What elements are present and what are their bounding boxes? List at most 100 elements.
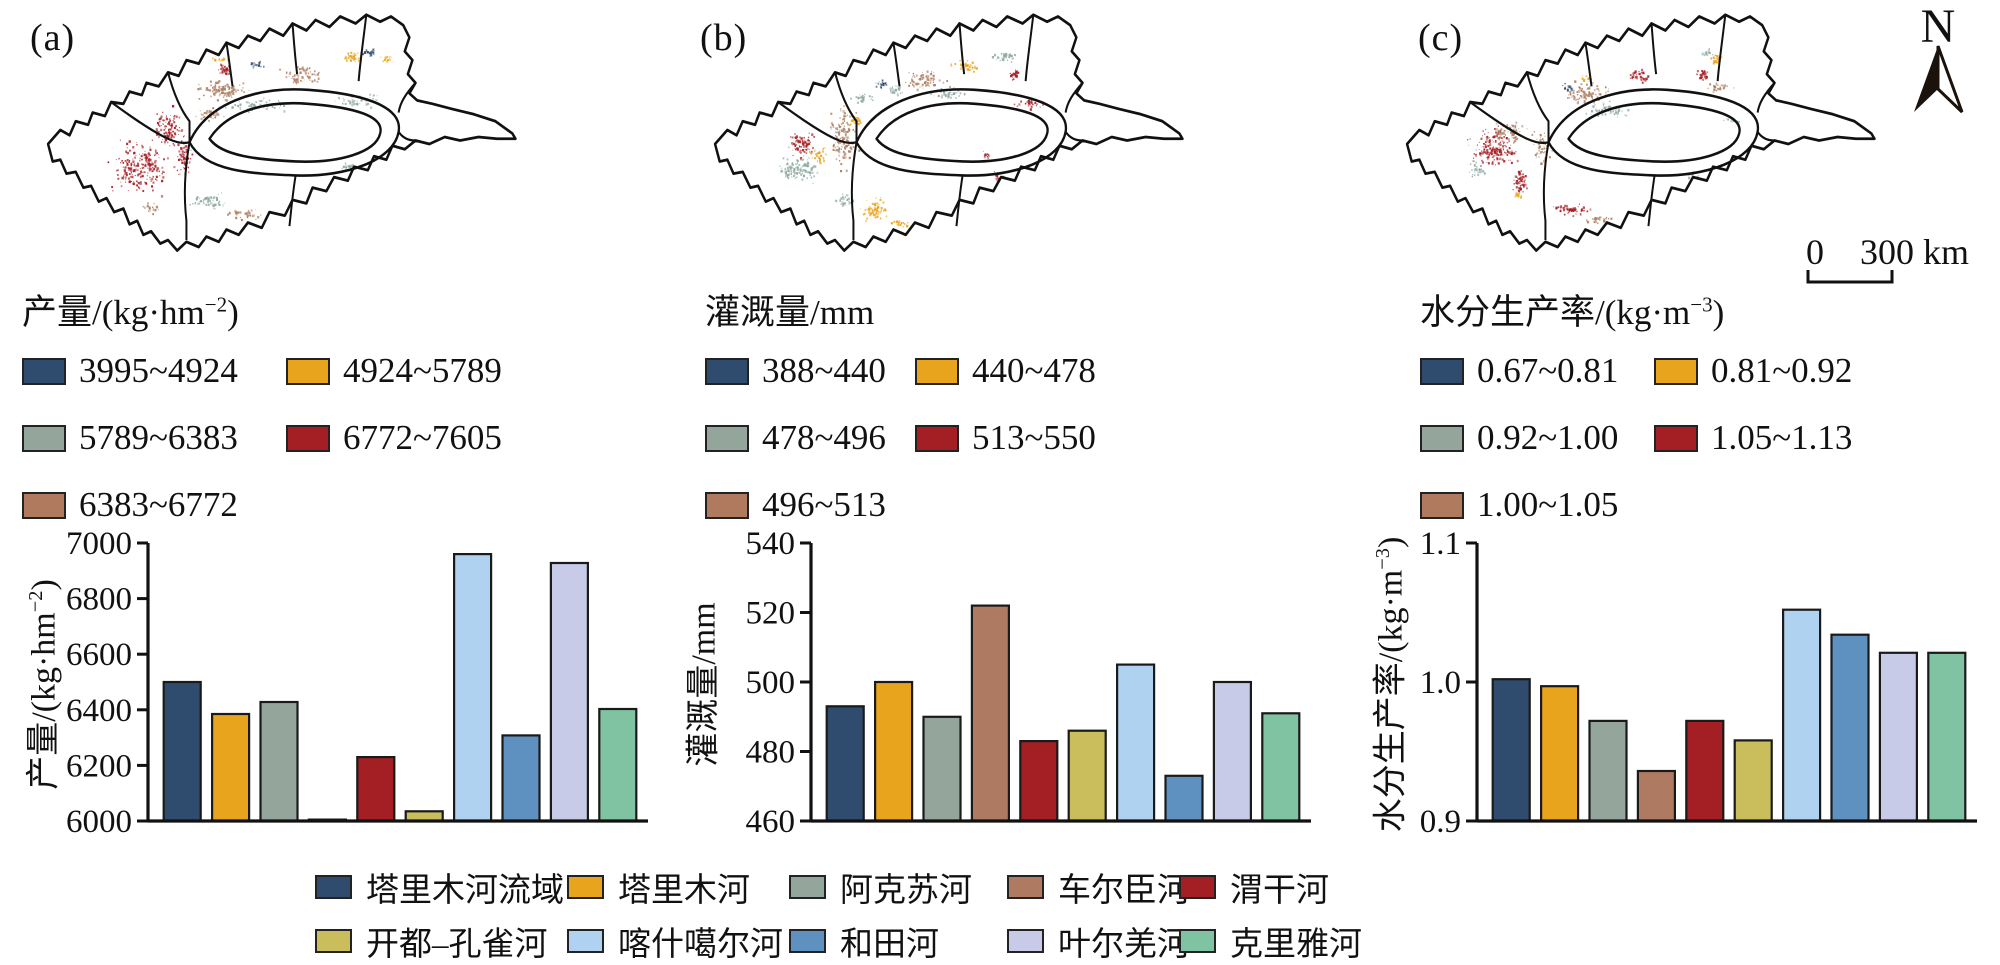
series-name-label: 车尔臣河 bbox=[1058, 873, 1190, 909]
speckle bbox=[1514, 136, 1517, 139]
speckle bbox=[239, 108, 242, 111]
speckle bbox=[184, 162, 186, 164]
speckle bbox=[1583, 209, 1585, 212]
speckle bbox=[155, 149, 157, 152]
speckle bbox=[1616, 112, 1619, 115]
speckle bbox=[1467, 139, 1469, 141]
speckle bbox=[798, 164, 800, 166]
legend-swatch bbox=[915, 357, 959, 385]
speckle bbox=[797, 140, 800, 143]
speckle bbox=[877, 213, 879, 216]
speckle bbox=[905, 81, 907, 84]
subbasin-boundary bbox=[1469, 101, 1549, 145]
speckle bbox=[1591, 96, 1593, 99]
speckle bbox=[142, 171, 144, 174]
speckle bbox=[971, 64, 973, 66]
speckle bbox=[279, 68, 281, 71]
cropland-speckles bbox=[107, 48, 394, 222]
speckle bbox=[873, 214, 876, 217]
speckle bbox=[132, 158, 134, 160]
speckle bbox=[384, 58, 387, 61]
speckle bbox=[1538, 149, 1540, 152]
speckle bbox=[127, 167, 130, 169]
speckle bbox=[250, 104, 253, 107]
speckle bbox=[1002, 54, 1005, 58]
speckle bbox=[877, 206, 880, 209]
speckle bbox=[157, 153, 159, 155]
speckle bbox=[139, 157, 141, 159]
speckle bbox=[803, 136, 806, 139]
speckle bbox=[372, 97, 374, 100]
speckle bbox=[345, 59, 348, 62]
speckle bbox=[932, 74, 935, 78]
speckle bbox=[1514, 126, 1517, 129]
speckle bbox=[1601, 109, 1604, 112]
speckle bbox=[347, 56, 350, 59]
speckle bbox=[356, 100, 358, 102]
speckle bbox=[389, 56, 391, 58]
speckle bbox=[1517, 178, 1519, 180]
speckle bbox=[299, 68, 302, 70]
speckle bbox=[1726, 85, 1729, 88]
speckle bbox=[871, 95, 873, 98]
speckle bbox=[156, 113, 159, 115]
speckle bbox=[848, 156, 851, 160]
speckle bbox=[852, 146, 855, 149]
speckle bbox=[131, 175, 134, 179]
speckle bbox=[838, 129, 841, 132]
speckle bbox=[231, 106, 234, 109]
speckle bbox=[367, 102, 370, 105]
speckle bbox=[208, 110, 210, 112]
speckle bbox=[239, 106, 241, 109]
cropland-speckles bbox=[1467, 48, 1741, 225]
speckle bbox=[1712, 53, 1714, 56]
map-legend-water-productivity: 水分生产率/(kg·m−3) 0.67~0.81 0.81~0.92 0.92~1.… bbox=[1420, 284, 1852, 525]
speckle bbox=[115, 169, 118, 172]
speckle bbox=[799, 141, 802, 144]
speckle bbox=[161, 172, 163, 175]
speckle bbox=[188, 171, 190, 173]
speckle bbox=[1488, 141, 1491, 144]
speckle bbox=[807, 162, 810, 165]
speckle bbox=[1564, 204, 1567, 208]
speckle bbox=[847, 114, 848, 116]
speckle bbox=[1604, 113, 1607, 116]
speckle bbox=[346, 58, 348, 60]
speckle bbox=[1540, 151, 1543, 154]
speckle bbox=[1639, 75, 1643, 79]
speckle bbox=[369, 93, 372, 96]
speckle bbox=[1579, 213, 1582, 216]
speckle bbox=[1727, 118, 1730, 121]
speckle bbox=[1598, 218, 1601, 221]
speckle bbox=[1499, 136, 1501, 138]
speckle bbox=[157, 130, 160, 134]
speckle bbox=[844, 132, 846, 134]
speckle bbox=[797, 159, 799, 162]
speckle bbox=[840, 123, 843, 126]
speckle bbox=[834, 150, 836, 152]
speckle bbox=[1601, 113, 1604, 116]
speckle bbox=[880, 196, 882, 199]
speckle bbox=[349, 165, 352, 168]
speckle bbox=[125, 179, 127, 181]
speckle bbox=[793, 174, 796, 178]
speckle bbox=[835, 127, 838, 130]
speckle bbox=[840, 202, 843, 206]
basin-outer-boundary bbox=[46, 13, 517, 252]
speckle bbox=[1704, 52, 1707, 55]
speckle bbox=[857, 123, 860, 126]
map-legend-entries: 0.67~0.81 0.81~0.92 0.92~1.00 1.05~1.13 1.00… bbox=[1420, 351, 1852, 525]
subbasin-boundary bbox=[288, 175, 297, 227]
speckle bbox=[183, 167, 186, 170]
mainstem-corridor-inner bbox=[208, 101, 382, 163]
speckle bbox=[1568, 210, 1570, 213]
speckle bbox=[1581, 87, 1583, 90]
speckle bbox=[805, 148, 807, 151]
speckle bbox=[200, 200, 203, 203]
speckle bbox=[135, 168, 137, 171]
legend-swatch bbox=[567, 929, 604, 953]
speckle bbox=[958, 95, 960, 97]
speckle bbox=[149, 210, 151, 212]
speckle bbox=[212, 199, 214, 202]
speckle bbox=[839, 141, 842, 144]
